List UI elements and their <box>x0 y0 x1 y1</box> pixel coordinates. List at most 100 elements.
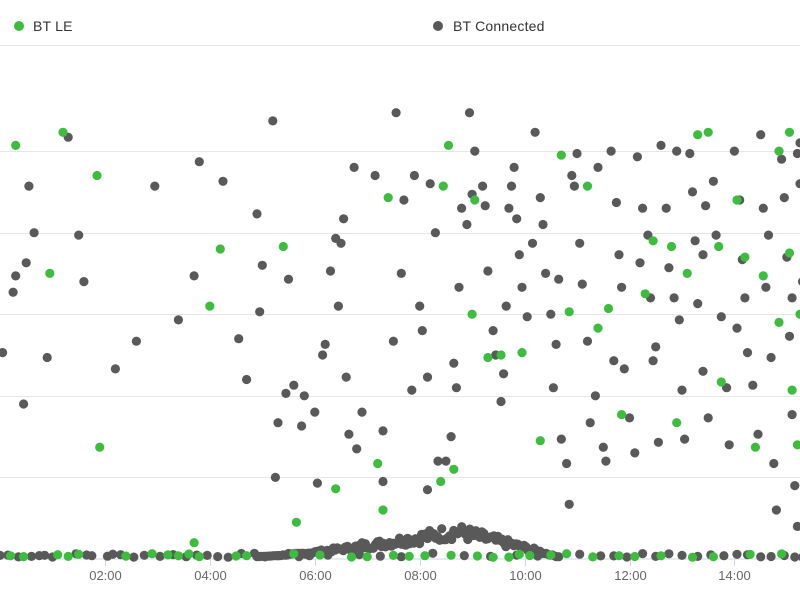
bt-connected-point <box>213 552 223 562</box>
legend-label: BT LE <box>33 18 73 34</box>
bt-connected-point <box>339 214 349 224</box>
legend-item-bt-le[interactable]: BT LE <box>14 18 73 34</box>
bt-le-point <box>121 551 131 561</box>
bt-connected-point <box>422 372 433 382</box>
bt-le-point <box>564 307 574 317</box>
x-tick-label: 02:00 <box>89 568 122 583</box>
bt-connected-point <box>283 274 294 284</box>
bt-connected-point <box>0 550 5 560</box>
bt-connected-point <box>514 250 524 260</box>
bt-le-point <box>504 552 514 562</box>
bt-connected-point <box>289 380 299 390</box>
bt-le-point <box>362 552 372 562</box>
bt-connected-point <box>344 429 354 439</box>
bt-connected-point <box>690 236 700 246</box>
bt-connected-point <box>325 266 336 276</box>
bt-le-point <box>289 549 299 559</box>
bt-le-point <box>488 552 498 562</box>
bt-connected-point <box>252 209 262 219</box>
bt-connected-point <box>711 230 721 240</box>
bt-le-point <box>19 552 29 562</box>
bt-le-point <box>792 440 800 450</box>
bt-le-point <box>617 410 627 420</box>
x-tick-label: 04:00 <box>194 568 227 583</box>
bt-le-point <box>189 538 199 548</box>
bt-le-point <box>92 170 102 181</box>
bt-connected-point <box>79 277 89 287</box>
bt-le-point <box>470 195 480 205</box>
bt-le-point <box>777 549 787 559</box>
bt-le-point <box>184 549 194 559</box>
bt-connected-point <box>680 434 690 444</box>
bt-connected-point <box>777 154 787 164</box>
bt-connected-point <box>590 391 601 401</box>
bt-le-point <box>231 551 241 561</box>
bt-connected-point <box>732 549 742 559</box>
bt-connected-point <box>669 293 679 303</box>
bt-le-point <box>388 550 398 561</box>
bt-connected-point <box>480 201 490 211</box>
legend-item-bt-connected[interactable]: BT Connected <box>433 18 545 34</box>
bt-connected-point <box>630 448 640 458</box>
bt-connected-point <box>766 551 776 562</box>
x-tick-label: 14:00 <box>718 568 751 583</box>
bt-le-point <box>404 551 414 561</box>
bt-connected-point <box>664 549 674 559</box>
bt-connected-point <box>708 176 719 186</box>
bt-connected-point <box>333 301 343 311</box>
bt-connected-point <box>273 418 283 428</box>
bt-connected-point <box>391 108 401 118</box>
bt-le-point <box>682 268 692 278</box>
bt-connected-point <box>483 266 493 276</box>
bt-connected-point <box>399 195 409 205</box>
bt-connected-point <box>572 148 582 159</box>
bt-connected-point <box>790 552 800 562</box>
bt-connected-point <box>661 203 671 213</box>
bt-le-point <box>5 551 16 561</box>
bt-le-point <box>795 309 800 319</box>
bt-connected-point <box>129 552 139 562</box>
bt-connected-point <box>24 181 34 191</box>
bt-connected-point <box>189 271 199 281</box>
bt-connected-point <box>766 352 776 363</box>
bt-connected-point <box>496 396 506 407</box>
bt-connected-point <box>541 268 551 278</box>
bt-connected-point <box>425 179 435 189</box>
bt-connected-point <box>446 432 456 442</box>
bt-connected-point <box>703 413 713 423</box>
bt-connected-point <box>74 230 84 240</box>
bt-connected-point <box>677 550 687 561</box>
bt-connected-point <box>748 380 758 390</box>
bt-connected-point <box>609 356 619 366</box>
bt-connected-point <box>478 181 488 191</box>
bt-connected-point <box>155 551 165 562</box>
bt-le-point <box>278 241 288 252</box>
x-axis-ticks: 02:00 04:00 06:00 08:00 10:00 12:00 14:00 <box>89 559 751 583</box>
bt-connected-point <box>569 181 580 191</box>
bt-connected-point <box>441 456 451 466</box>
bt-connected-point <box>593 162 603 172</box>
bt-le-point <box>703 127 713 137</box>
bt-le-point <box>194 552 204 562</box>
bt-connected-point <box>617 282 627 292</box>
bt-connected-point <box>255 307 265 317</box>
bt-connected-point <box>795 179 800 189</box>
bt-connected-point <box>687 187 698 197</box>
bt-connected-point <box>651 342 661 352</box>
bt-le-point <box>215 244 225 254</box>
bt-le-point <box>517 348 527 358</box>
bt-connected-point <box>656 140 666 150</box>
bt-le-point <box>582 181 593 191</box>
gridlines <box>0 45 800 478</box>
bt-le-point <box>758 271 768 281</box>
bt-connected-point <box>585 418 595 428</box>
bt-le-point <box>740 252 750 262</box>
bt-le-point <box>373 458 383 469</box>
bt-connected-point <box>139 550 149 560</box>
bt-le-point <box>446 550 456 560</box>
legend[interactable]: BT LE BT Connected <box>14 18 545 34</box>
bt-connected-point <box>388 336 398 346</box>
bt-le-point <box>483 352 493 363</box>
bt-le-point <box>53 550 63 560</box>
bt-connected-point <box>551 339 561 349</box>
